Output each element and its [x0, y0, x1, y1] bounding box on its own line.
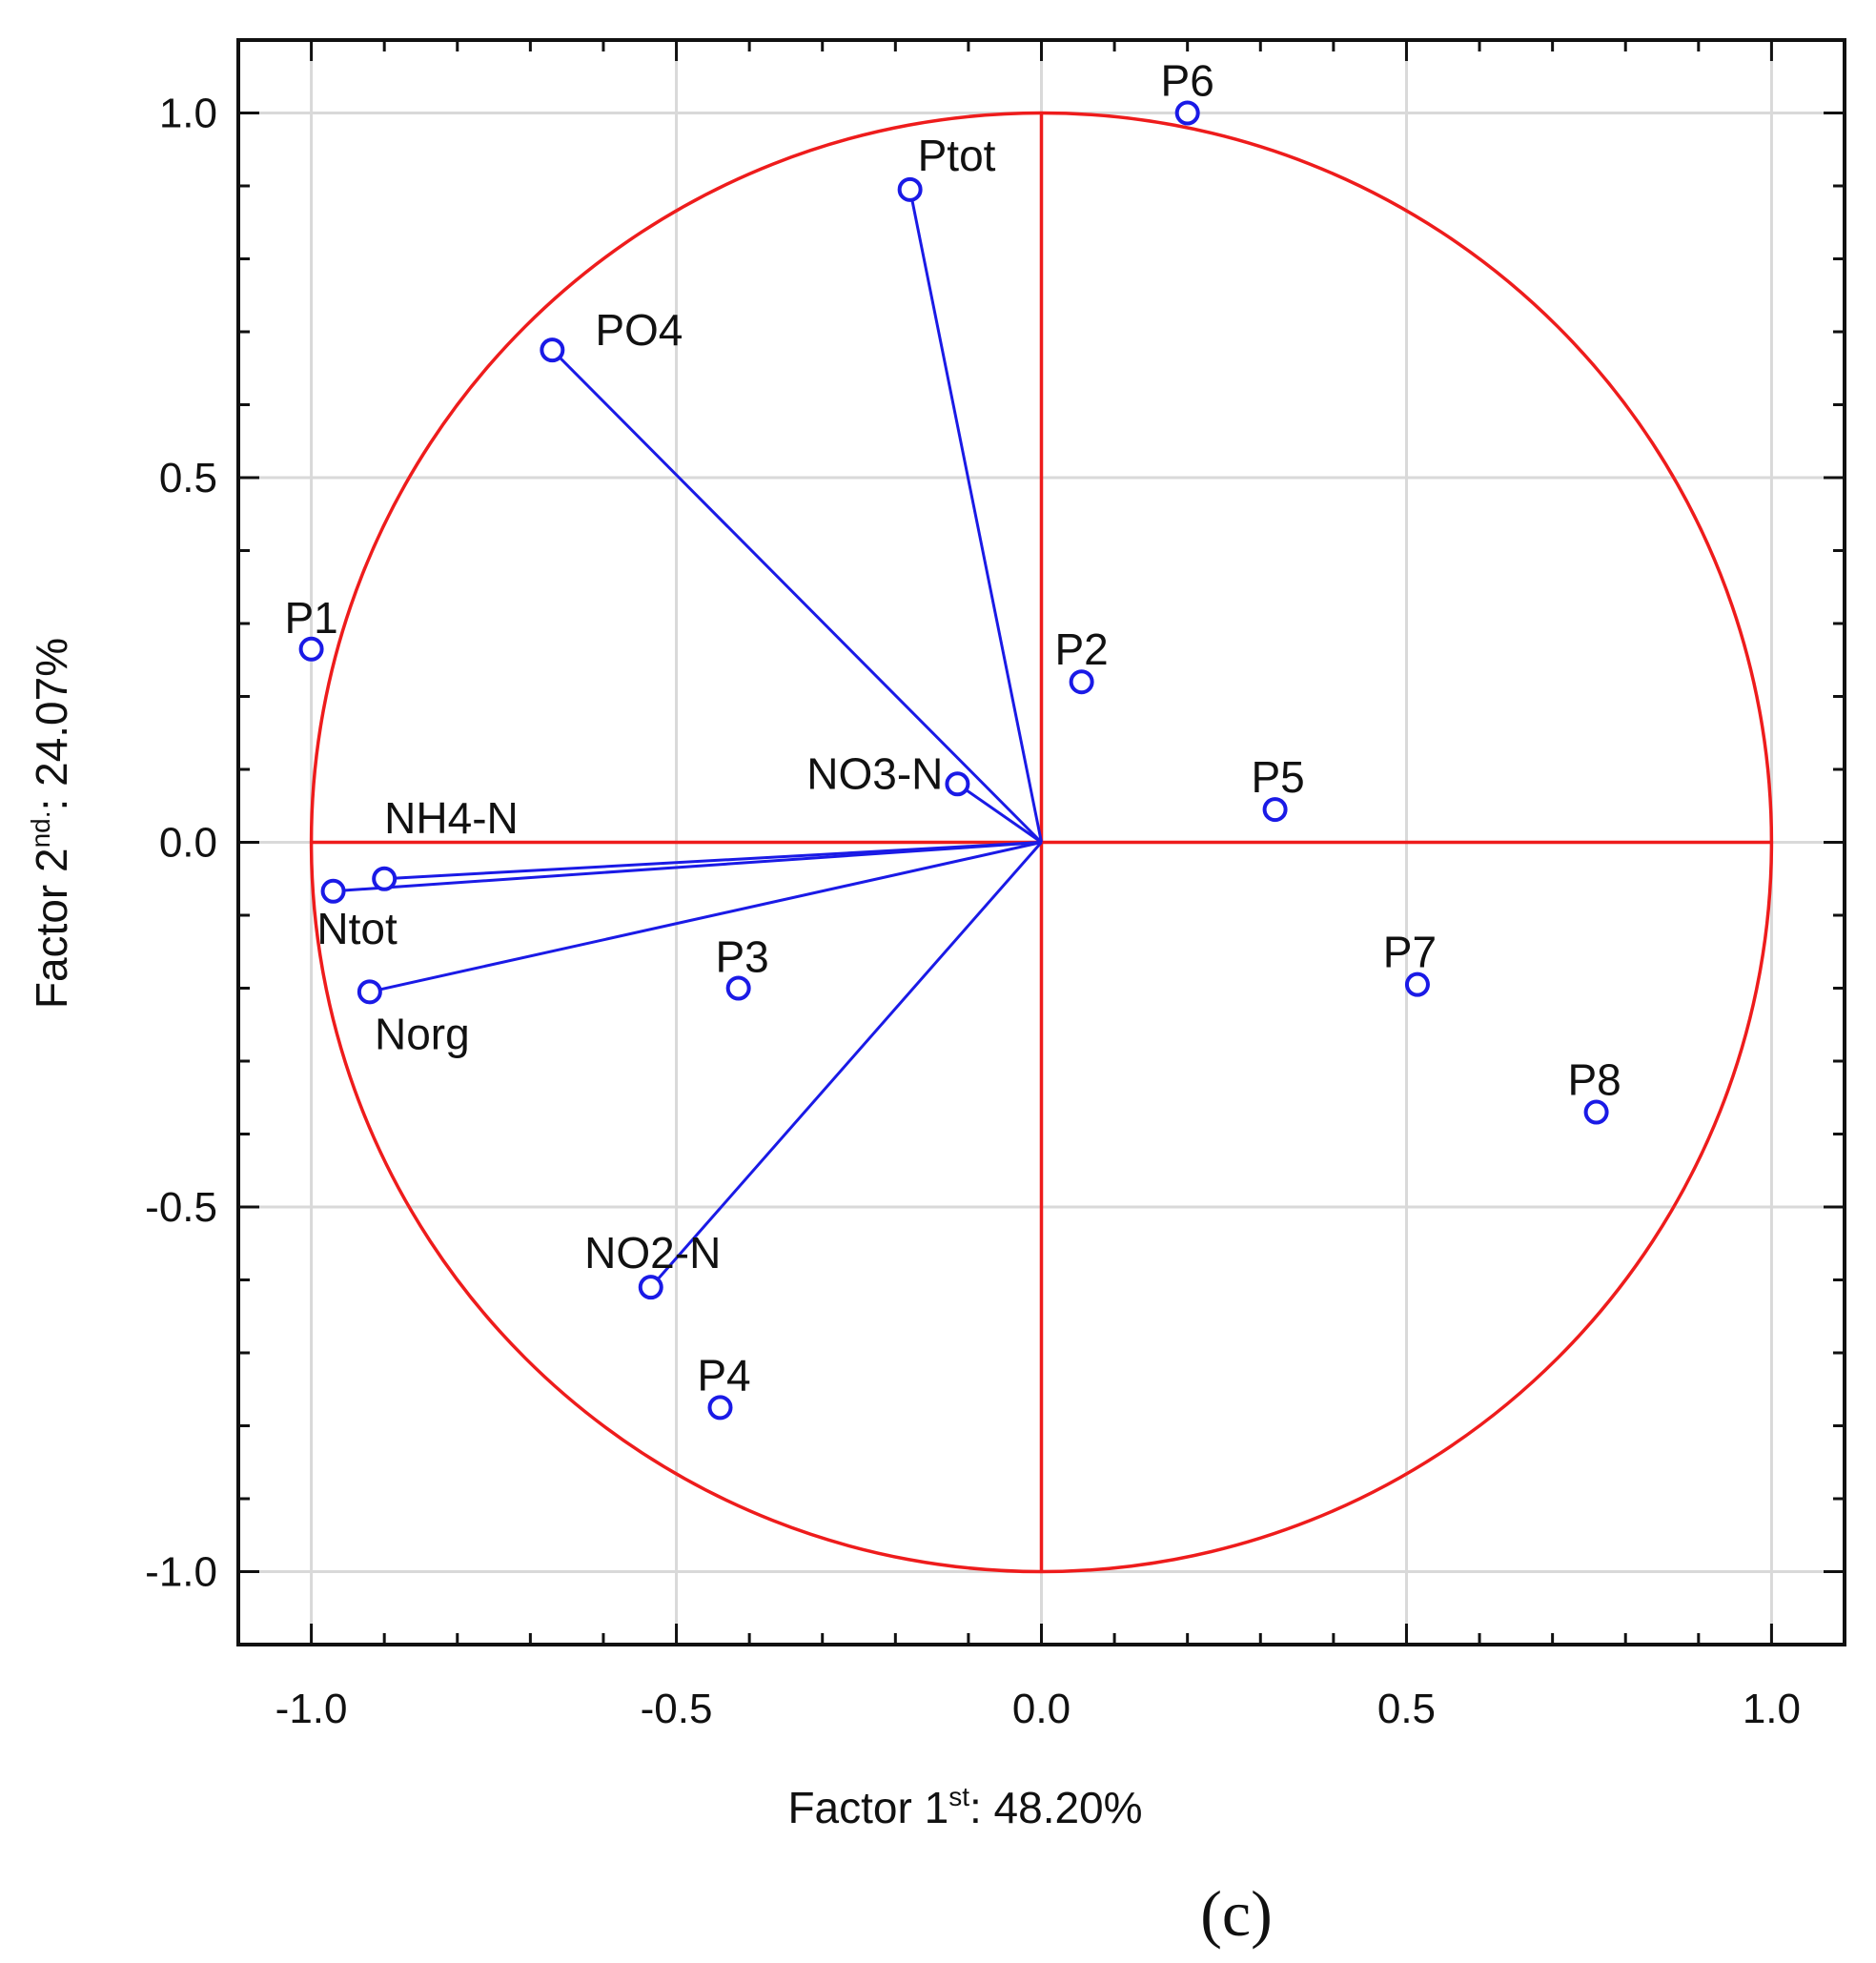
- point-no2-n: [638, 1275, 663, 1300]
- point-label-p7: P7: [1383, 928, 1437, 977]
- point-p5: [1262, 797, 1288, 823]
- point-p8: [1583, 1099, 1609, 1125]
- point-layer: [298, 100, 1609, 1421]
- point-nh4-n: [372, 866, 398, 891]
- vector-norg: [369, 841, 1042, 993]
- tick-layer: -1.0 -0.5 0.0 0.5 1.0 1.0 0.5 0.0 -0.5 -1.0: [145, 38, 1846, 1732]
- point-p4: [707, 1395, 733, 1421]
- vector-layer: [333, 189, 1043, 1289]
- y-tick-label-1-0: 1.0: [159, 91, 217, 137]
- x-axis-title-main: Factor 1: [787, 1783, 948, 1832]
- vector-nh4-n: [384, 841, 1042, 881]
- point-label-no2-n: NO2-N: [584, 1228, 721, 1278]
- x-tick-label-0-5: 0.5: [1377, 1686, 1436, 1732]
- point-label-layer: Ptot PO4 NO3-N NH4-N Ntot Norg NO2-N P1 P2 P3 P4 P5…: [284, 56, 1621, 1401]
- point-label-p8: P8: [1567, 1055, 1621, 1105]
- point-label-po4: PO4: [595, 305, 683, 355]
- vector-ptot: [908, 189, 1043, 843]
- point-label-ptot: Ptot: [918, 131, 996, 180]
- vector-ntot: [333, 841, 1042, 893]
- point-label-p6: P6: [1161, 56, 1214, 106]
- y-tick-label-0-5: -0.5: [145, 1184, 217, 1231]
- x-tick-label-1-0: 1.0: [1743, 1686, 1801, 1732]
- point-ptot: [897, 176, 923, 202]
- x-tick-label-0-5: -0.5: [641, 1686, 713, 1732]
- y-tick-label-0-5: 0.5: [159, 455, 217, 501]
- point-p6: [1174, 100, 1200, 126]
- point-label-no3-n: NO3-N: [806, 748, 943, 798]
- y-axis-title-rest: : 24.07%: [27, 638, 76, 811]
- y-axis-title-main: Factor 2: [27, 848, 76, 1009]
- point-ntot: [320, 878, 346, 904]
- point-label-p2: P2: [1054, 624, 1108, 674]
- point-label-p5: P5: [1251, 752, 1304, 802]
- point-norg: [357, 979, 382, 1005]
- x-tick-label-1-0: -1.0: [275, 1686, 348, 1732]
- point-p7: [1404, 971, 1430, 997]
- vector-po4: [551, 349, 1043, 844]
- vector-no3-n: [956, 783, 1043, 844]
- point-no3-n: [945, 771, 970, 797]
- point-p3: [725, 975, 751, 1001]
- point-label-ntot: Ntot: [316, 904, 398, 953]
- point-p2: [1069, 669, 1094, 695]
- y-axis-title-sup: nd.: [26, 810, 55, 848]
- point-label-norg: Norg: [375, 1009, 470, 1058]
- y-axis-title: Factor 2nd.: 24.07%: [26, 638, 76, 1009]
- vector-no2-n: [649, 841, 1043, 1289]
- x-axis-title: Factor 1st: 48.20%: [787, 1782, 1142, 1832]
- y-tick-label-1-0: -1.0: [145, 1549, 217, 1596]
- point-p1: [298, 636, 324, 662]
- point-label-nh4-n: NH4-N: [384, 793, 519, 843]
- y-tick-label-0-0: 0.0: [159, 820, 217, 867]
- x-tick-label-0-0: 0.0: [1012, 1686, 1071, 1732]
- point-label-p4: P4: [697, 1350, 750, 1400]
- point-label-p1: P1: [284, 593, 337, 643]
- point-label-p3: P3: [716, 932, 769, 982]
- panel-label: (c): [1200, 1877, 1272, 1950]
- x-axis-title-rest: : 48.20%: [969, 1783, 1143, 1832]
- x-axis-title-sup: st: [948, 1782, 969, 1811]
- point-po4: [540, 337, 565, 363]
